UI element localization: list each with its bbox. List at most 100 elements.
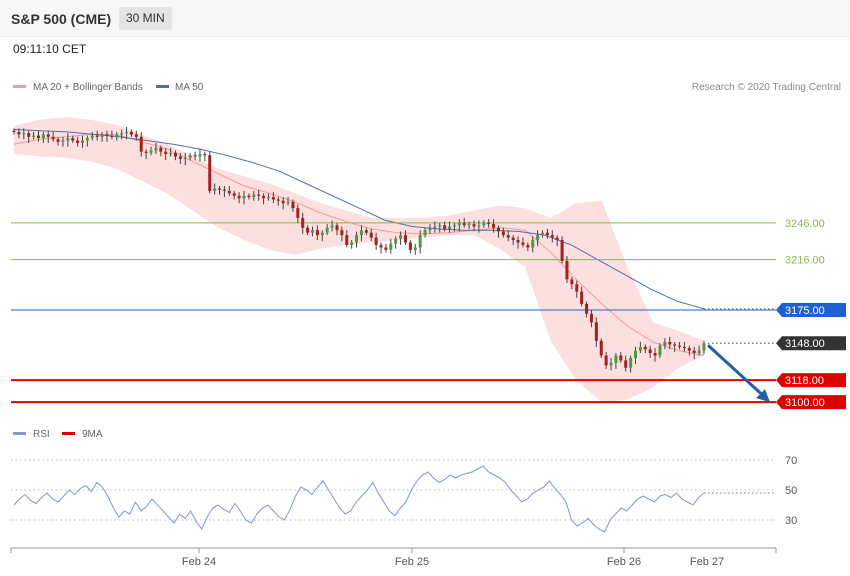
candle-body bbox=[76, 140, 80, 143]
x-tick-label: Feb 26 bbox=[607, 556, 641, 568]
candle-body bbox=[487, 222, 491, 225]
candle-body bbox=[51, 136, 55, 140]
candle-body bbox=[599, 340, 603, 356]
candle-body bbox=[443, 225, 447, 229]
rsi-line bbox=[13, 465, 705, 533]
candle-body bbox=[247, 195, 251, 198]
candle-body bbox=[257, 194, 261, 196]
candle-body bbox=[90, 135, 94, 139]
candle-body bbox=[281, 200, 285, 204]
candle-body bbox=[472, 224, 476, 227]
candle-body bbox=[252, 194, 256, 198]
candle-body bbox=[203, 154, 207, 156]
legend-swatch-ma50 bbox=[156, 85, 169, 88]
candle-body bbox=[555, 237, 559, 241]
candle-body bbox=[276, 199, 280, 201]
candle-body bbox=[687, 348, 691, 351]
candle-body bbox=[633, 350, 637, 358]
candle-body bbox=[169, 152, 173, 155]
candle-body bbox=[144, 151, 148, 153]
candle-body bbox=[311, 230, 315, 233]
candle-body bbox=[526, 244, 530, 248]
candle-body bbox=[291, 201, 295, 209]
candle-body bbox=[379, 244, 383, 248]
candle-body bbox=[227, 190, 231, 194]
candle-body bbox=[71, 138, 75, 141]
candle-body bbox=[501, 231, 505, 236]
candle-body bbox=[105, 134, 109, 136]
candle-body bbox=[17, 131, 21, 135]
candle-body bbox=[36, 135, 40, 139]
candle-body bbox=[604, 355, 608, 366]
candle-body bbox=[389, 243, 393, 250]
candle-body bbox=[350, 242, 354, 245]
candle-body bbox=[619, 355, 623, 361]
rsi-tick-label: 70 bbox=[785, 455, 797, 467]
candle-body bbox=[188, 155, 192, 158]
candle-body bbox=[100, 134, 104, 137]
candle-body bbox=[139, 136, 143, 152]
candle-body bbox=[682, 346, 686, 349]
candle-body bbox=[32, 135, 36, 137]
candle-body bbox=[22, 133, 26, 135]
candle-body bbox=[531, 240, 535, 248]
candle-body bbox=[110, 135, 114, 137]
candle-body bbox=[364, 230, 368, 233]
candle-body bbox=[232, 193, 236, 196]
candle-body bbox=[134, 134, 138, 137]
rsi-panel: 70 50 30 bbox=[11, 455, 797, 533]
candle-body bbox=[56, 139, 60, 142]
candle-body bbox=[550, 235, 554, 238]
candle-body bbox=[193, 155, 197, 157]
candle-body bbox=[115, 134, 119, 137]
candle-body bbox=[125, 131, 129, 134]
level-labels: 3246.00 3216.00 3175.00 3148.00 3118.00 3100.… bbox=[776, 218, 846, 410]
candle-body bbox=[262, 195, 266, 199]
candle-body bbox=[46, 134, 50, 137]
chart-header: S&P 500 (CME) 30 MIN bbox=[0, 0, 850, 37]
projection-arrow-head bbox=[756, 389, 770, 403]
candle-body bbox=[516, 240, 520, 243]
candle-body bbox=[673, 344, 677, 346]
bollinger-bands bbox=[14, 117, 704, 403]
candle-body bbox=[149, 150, 153, 153]
candle-body bbox=[448, 226, 452, 229]
legend-rsi-ma: 9MA bbox=[82, 429, 103, 440]
candle-body bbox=[668, 341, 672, 345]
candle-body bbox=[340, 230, 344, 236]
candle-body bbox=[120, 133, 124, 135]
timestamp: 09:11:10 CET bbox=[13, 42, 87, 56]
candle-body bbox=[403, 235, 407, 243]
candle-body bbox=[315, 230, 319, 236]
candle-body bbox=[27, 133, 31, 137]
candle-body bbox=[585, 303, 589, 314]
timeframe-button[interactable]: 30 MIN bbox=[119, 7, 172, 30]
candle-body bbox=[496, 227, 500, 232]
chart-legend: MA 20 + Bollinger Bands MA 50 Research ©… bbox=[13, 82, 841, 440]
level-label-resistance: 3246.00 bbox=[785, 218, 825, 230]
level-label-pivot: 3175.00 bbox=[785, 305, 825, 317]
candle-body bbox=[374, 237, 378, 245]
candle-body bbox=[433, 226, 437, 228]
candle-body bbox=[286, 201, 290, 204]
projection-arrow-shaft bbox=[706, 344, 768, 400]
candle-body bbox=[12, 130, 16, 132]
candle-body bbox=[296, 208, 300, 218]
price-levels bbox=[11, 222, 776, 404]
candle-body bbox=[266, 197, 270, 199]
candle-body bbox=[462, 222, 466, 226]
candle-body bbox=[330, 225, 334, 228]
candle-body bbox=[81, 140, 85, 143]
candle-body bbox=[614, 355, 618, 363]
candle-body bbox=[408, 242, 412, 250]
candle-body bbox=[222, 189, 226, 191]
level-tag-pivot bbox=[776, 303, 846, 318]
candle-body bbox=[178, 156, 182, 159]
rsi-tick-label: 50 bbox=[785, 485, 797, 497]
candle-body bbox=[589, 313, 593, 323]
level-label-support: 3100.00 bbox=[785, 397, 825, 409]
candle-body bbox=[629, 357, 633, 368]
candle-body bbox=[477, 225, 481, 227]
candle-body bbox=[678, 345, 682, 347]
x-tick-label: Feb 25 bbox=[395, 556, 429, 568]
